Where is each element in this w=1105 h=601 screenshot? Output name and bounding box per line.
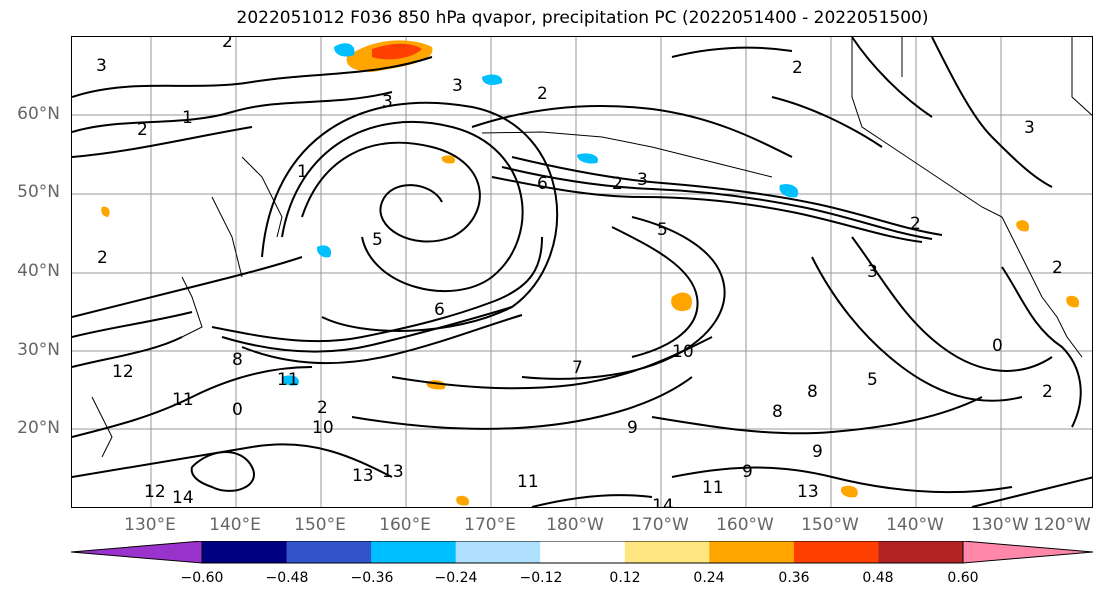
colorbar-segment bbox=[286, 541, 372, 563]
contour-label: 14 bbox=[652, 496, 674, 508]
contour-label: 2 bbox=[222, 37, 233, 52]
contour-label: 2 bbox=[910, 214, 921, 234]
colorbar-segment bbox=[540, 541, 626, 563]
contour-label: 14 bbox=[172, 488, 194, 508]
contour-label: 2 bbox=[317, 398, 328, 418]
contour-label: 12 bbox=[112, 362, 134, 382]
lat-label: 50°N bbox=[17, 182, 60, 202]
contour-lines bbox=[72, 37, 1092, 507]
contour-label: 2 bbox=[537, 84, 548, 104]
colorbar-tick: −0.48 bbox=[265, 570, 309, 586]
contour-label: 2 bbox=[612, 174, 623, 194]
contour-label: 11 bbox=[517, 472, 539, 492]
lon-label: 140°W bbox=[886, 515, 944, 535]
coastlines bbox=[91, 37, 1092, 458]
colorbar-tick: −0.60 bbox=[180, 570, 224, 586]
contour-label: 3 bbox=[382, 92, 393, 112]
contour-label: 9 bbox=[742, 462, 753, 482]
lon-label: 170°E bbox=[464, 515, 516, 535]
contour-label: 8 bbox=[232, 350, 243, 370]
contour-label: 11 bbox=[172, 390, 194, 410]
colorbar-tick: 0.48 bbox=[862, 570, 894, 586]
contour-label: 3 bbox=[637, 170, 648, 190]
colorbar-segments bbox=[201, 541, 964, 564]
lon-label: 140°E bbox=[209, 515, 261, 535]
contour-label: 0 bbox=[232, 400, 243, 420]
contour-label: 6 bbox=[434, 300, 445, 320]
map-panel: 3 2 1 2 3 1 2 3 2 3 2 3 2 3 5 5 6 6 7 8 … bbox=[71, 36, 1093, 508]
contour-label: 2 bbox=[137, 120, 148, 140]
colorbar-tick: 0.12 bbox=[609, 570, 641, 586]
map-title: 2022051012 F036 850 hPa qvapor, precipit… bbox=[236, 8, 929, 28]
contour-label: 11 bbox=[702, 478, 724, 498]
contour-label: 0 bbox=[992, 336, 1003, 356]
map-canvas: 3 2 1 2 3 1 2 3 2 3 2 3 2 3 5 5 6 6 7 8 … bbox=[72, 37, 1092, 508]
colorbar-segment bbox=[709, 541, 795, 563]
contour-label: 12 bbox=[144, 482, 166, 502]
lon-label: 150°E bbox=[294, 515, 346, 535]
contour-label: 5 bbox=[372, 230, 383, 250]
lat-label: 40°N bbox=[17, 261, 60, 281]
lon-label: 170°W bbox=[631, 515, 689, 535]
colorbar-segment bbox=[202, 541, 288, 563]
contour-label: 2 bbox=[1052, 258, 1063, 278]
colorbar-extend-low bbox=[71, 541, 203, 564]
contour-label: 8 bbox=[807, 382, 818, 402]
lat-label: 20°N bbox=[17, 418, 60, 438]
colorbar-segment bbox=[624, 541, 710, 563]
contour-labels: 3 2 1 2 3 1 2 3 2 3 2 3 2 3 5 5 6 6 7 8 … bbox=[96, 37, 1063, 508]
contour-label: 13 bbox=[797, 482, 819, 502]
contour-label: 5 bbox=[657, 220, 668, 240]
contour-label: 2 bbox=[97, 248, 108, 268]
contour-label: 3 bbox=[867, 262, 878, 282]
contour-label: 3 bbox=[1024, 118, 1035, 138]
colorbar bbox=[71, 541, 1094, 564]
colorbar-segment bbox=[455, 541, 541, 563]
contour-label: 2 bbox=[1042, 382, 1053, 402]
contour-label: 9 bbox=[627, 418, 638, 438]
lon-label: 130°E bbox=[124, 515, 176, 535]
colorbar-tick: 0.60 bbox=[947, 570, 979, 586]
contour-label: 10 bbox=[312, 418, 334, 438]
lon-label: 130°W bbox=[971, 515, 1029, 535]
contour-label: 9 bbox=[812, 442, 823, 462]
colorbar-tick: 0.24 bbox=[693, 570, 725, 586]
contour-label: 11 bbox=[277, 370, 299, 390]
lon-label: 150°W bbox=[801, 515, 859, 535]
contour-label: 7 bbox=[572, 358, 583, 378]
contour-label: 13 bbox=[382, 462, 404, 482]
lon-label: 160°E bbox=[379, 515, 431, 535]
colorbar-tick: −0.12 bbox=[519, 570, 563, 586]
lat-label: 30°N bbox=[17, 340, 60, 360]
colorbar-tick: −0.36 bbox=[350, 570, 394, 586]
contour-label: 8 bbox=[772, 402, 783, 422]
contour-label: 10 bbox=[672, 342, 694, 362]
graticule bbox=[72, 37, 1092, 507]
contour-label: 1 bbox=[182, 108, 193, 128]
contour-label: 1 bbox=[297, 162, 308, 182]
colorbar-tick: −0.24 bbox=[434, 570, 478, 586]
contour-label: 2 bbox=[792, 58, 803, 78]
colorbar-segment bbox=[371, 541, 457, 563]
contour-label: 3 bbox=[96, 56, 107, 76]
contour-label: 3 bbox=[452, 76, 463, 96]
colorbar-tick: 0.36 bbox=[778, 570, 810, 586]
lon-label: 120°W bbox=[1033, 515, 1091, 535]
contour-label: 13 bbox=[352, 466, 374, 486]
contour-label: 6 bbox=[537, 174, 548, 194]
precip-shading bbox=[101, 40, 1080, 506]
colorbar-extend-high bbox=[962, 541, 1094, 564]
lon-label: 160°W bbox=[716, 515, 774, 535]
lon-label: 180°W bbox=[546, 515, 604, 535]
colorbar-segment bbox=[793, 541, 879, 563]
lat-label: 60°N bbox=[17, 104, 60, 124]
colorbar-segment bbox=[878, 541, 964, 563]
contour-label: 5 bbox=[867, 370, 878, 390]
